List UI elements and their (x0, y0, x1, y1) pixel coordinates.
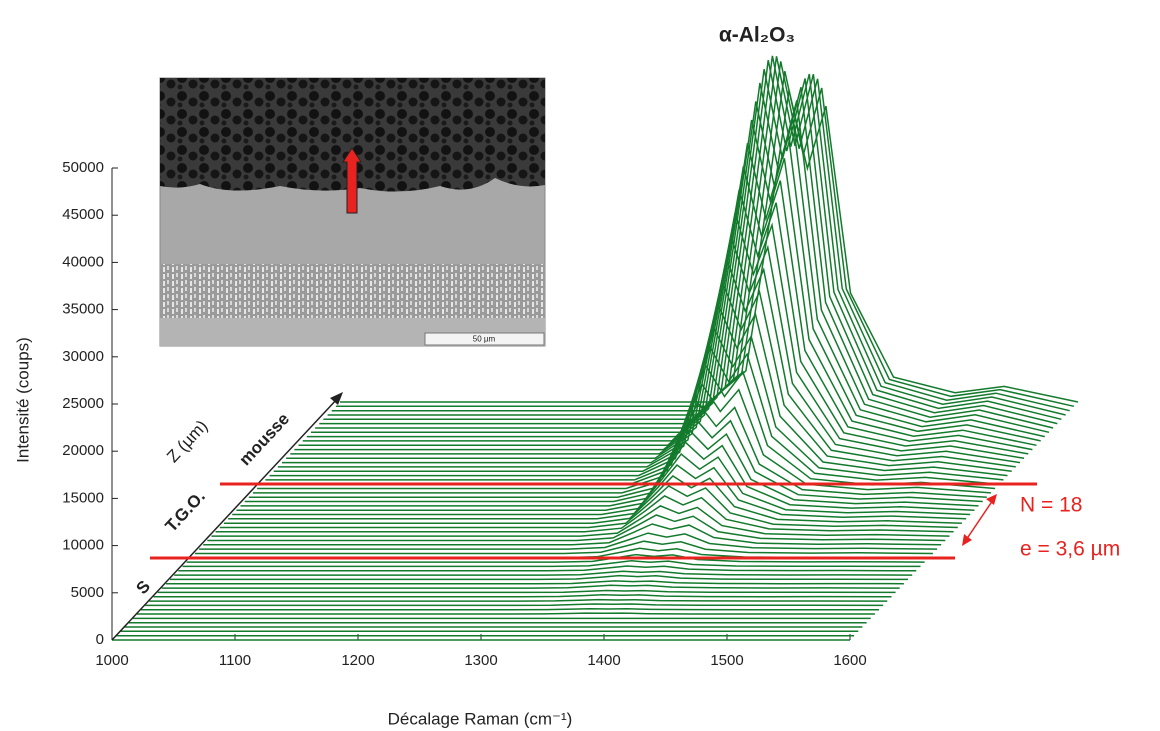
y-tick-label: 25000 (62, 395, 104, 412)
spectrum-line (219, 485, 958, 529)
spectrum-line (244, 415, 983, 503)
y-tick-label: 20000 (62, 442, 104, 459)
spectrum-line (165, 580, 904, 585)
spectrum-line (153, 594, 892, 598)
spectrum-line (252, 382, 991, 494)
spectrum-line (211, 505, 950, 537)
spectrum-line (186, 553, 925, 563)
x-tick-label: 1200 (341, 652, 374, 669)
annotation: e = 3,6 µm (1020, 538, 1120, 561)
depth-axis (111, 397, 339, 641)
x-tick-label: 1300 (464, 652, 497, 669)
inset-scale: 50 µm (473, 335, 496, 344)
x-tick-label: 1000 (95, 652, 128, 669)
spectrum-line (228, 463, 967, 520)
spectrum-line (207, 514, 946, 542)
spectrum-line (215, 495, 954, 533)
spectrum-line (145, 603, 884, 607)
spectrum-line (182, 560, 921, 568)
spectrum-line (240, 429, 979, 507)
chart-title: α-Al₂O₃ (719, 24, 795, 47)
x-tick-label: 1500 (710, 652, 743, 669)
layer-label: S (132, 577, 154, 598)
spectrum-line (302, 119, 1041, 442)
spectrum-line (194, 540, 933, 555)
depth-label: Z (µm) (163, 416, 211, 466)
sem-inset: 50 µm (159, 77, 546, 347)
y-tick-label: 10000 (62, 537, 104, 554)
spectrum-line (178, 565, 917, 572)
spectrum-line (141, 608, 879, 611)
y-tick-label: 15000 (62, 489, 104, 506)
spectrum-line (199, 532, 938, 550)
y-tick-label: 5000 (71, 584, 104, 601)
y-tick-label: 30000 (62, 348, 104, 365)
y-tick-label: 0 (96, 631, 104, 648)
x-tick-label: 1600 (833, 652, 866, 669)
layer-label: mousse (235, 409, 293, 469)
x-tick-label: 1400 (587, 652, 620, 669)
y-tick-label: 40000 (62, 253, 104, 270)
spectrum-line (149, 598, 888, 602)
spectrum-line (261, 345, 1000, 485)
spectrum-line (170, 574, 909, 581)
spectrum-line (161, 584, 900, 589)
depth-arrow (330, 392, 343, 405)
y-tick-label: 35000 (62, 301, 104, 318)
layer-label: T.G.O. (162, 487, 209, 536)
spectrum-line (157, 589, 896, 594)
spectrum-line (236, 441, 975, 511)
x-tick-label: 1100 (219, 652, 251, 669)
annotation: N = 18 (1020, 494, 1082, 517)
spectrum-line (265, 326, 1004, 481)
thickness-arrow (963, 496, 996, 544)
spectrum-line (248, 401, 987, 498)
spectrum-line (232, 453, 971, 516)
y-tick-label: 45000 (62, 206, 104, 223)
y-tick-label: 50000 (62, 159, 104, 176)
x-axis-label: Décalage Raman (cm⁻¹) (388, 709, 573, 728)
thickness-arrow-heads (962, 494, 997, 546)
y-axis-label: Intensité (coups) (13, 337, 32, 463)
spectrum-line (174, 570, 913, 576)
spectrum-line (136, 612, 875, 615)
spectrum-line (203, 523, 942, 546)
